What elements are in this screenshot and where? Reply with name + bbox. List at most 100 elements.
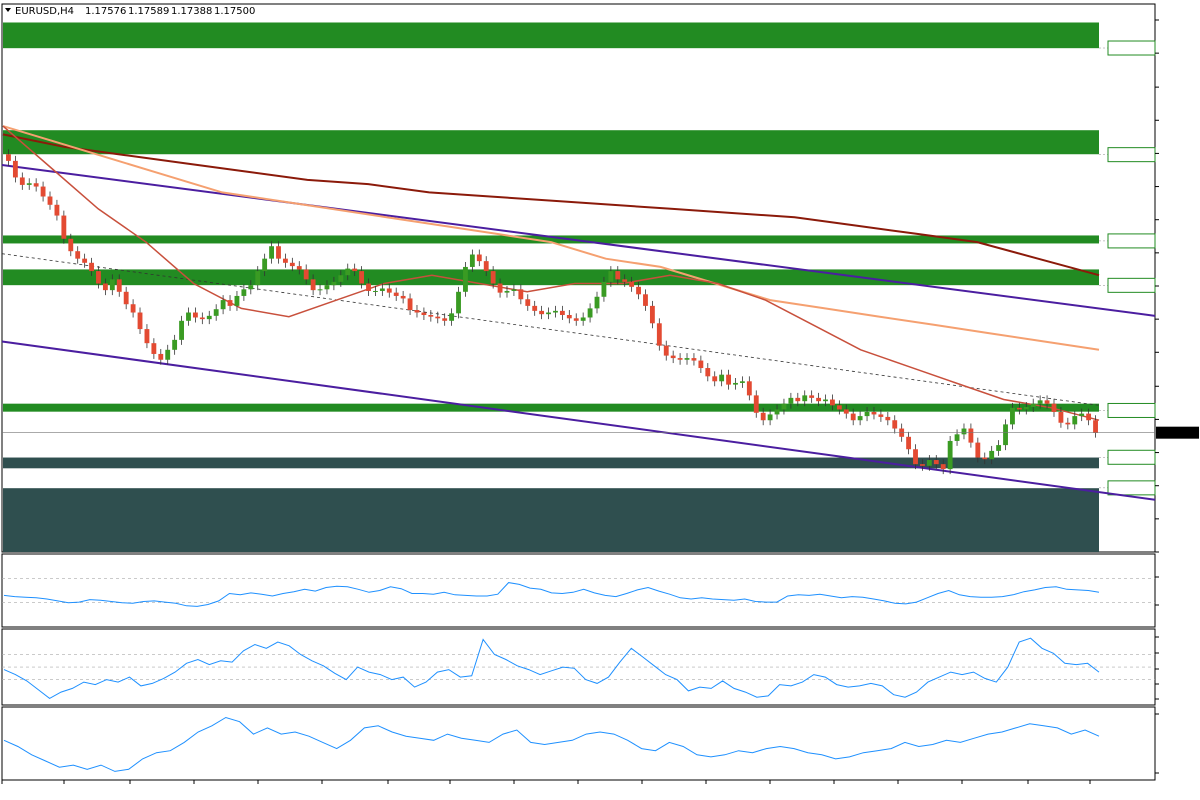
candle-body [12, 160, 18, 178]
candle-body [677, 358, 683, 360]
candle-body [276, 246, 281, 259]
candle-body [989, 450, 995, 460]
candle-body [407, 298, 413, 311]
candle-body [40, 186, 46, 197]
candle-body [366, 283, 371, 291]
candle-body [303, 269, 309, 280]
candle-body [781, 403, 787, 410]
candle-body [109, 279, 115, 291]
candle-body [373, 290, 378, 292]
candle-body [490, 271, 496, 284]
candle-body [961, 428, 967, 435]
candle-body [795, 397, 801, 402]
symbol-label: EURUSD,H4 [15, 6, 74, 17]
candle-body [712, 376, 718, 382]
candle-body [760, 412, 766, 421]
zone-label-box [1107, 277, 1156, 293]
candle-body [116, 279, 122, 292]
candle-body [33, 183, 39, 187]
candle-body [857, 416, 863, 421]
zone-label-box [1107, 147, 1156, 163]
candle-body [1010, 407, 1015, 425]
candle-body [594, 296, 600, 309]
candle-body [186, 312, 191, 321]
candle-body [19, 177, 25, 185]
candle-body [345, 268, 351, 276]
candle-body [767, 414, 773, 421]
candle-body [643, 294, 648, 306]
candle-body [227, 300, 233, 306]
candle-body [1037, 400, 1043, 404]
candle-body [26, 183, 32, 185]
candle-body [649, 305, 655, 324]
candle-body [6, 154, 11, 161]
candle-body [1086, 413, 1092, 421]
zone-rect [3, 235, 1099, 244]
candle-body [248, 285, 254, 290]
candle-body [684, 358, 690, 360]
dropdown-triangle-icon[interactable] [5, 8, 11, 12]
candle-body [192, 312, 198, 318]
candle-body [89, 262, 94, 272]
candle-body [1093, 420, 1098, 433]
candle-body [497, 283, 503, 293]
candle-body [47, 196, 53, 205]
price-pane [1, 3, 1199, 553]
candle-body [82, 258, 88, 263]
candle-body [379, 288, 385, 291]
candle-body [206, 315, 212, 320]
candle-body [386, 288, 392, 293]
candle-body [414, 310, 420, 313]
current-price-tag [1156, 426, 1199, 439]
candle-body [836, 405, 842, 410]
momentum-pane [1, 706, 1159, 781]
candle-body [1051, 403, 1057, 412]
zone-label-box [1107, 480, 1156, 496]
candle-body [608, 271, 614, 282]
candle-body [102, 283, 108, 291]
candle-body [802, 395, 808, 402]
candle-body [68, 238, 74, 252]
candle-body [566, 315, 572, 319]
zone-rect [3, 22, 1099, 49]
cci-line [3, 637, 1100, 699]
candle-body [553, 310, 558, 313]
zone-label-box [1107, 402, 1156, 418]
time-axis [1, 780, 1091, 784]
candle-body [435, 316, 441, 319]
candle-body [463, 266, 468, 292]
candle-body [1003, 424, 1008, 446]
candle-body [940, 464, 946, 470]
candle-body [234, 295, 240, 306]
candle-body [442, 318, 448, 321]
candle-body [698, 360, 704, 369]
candle-body [719, 374, 725, 382]
chart-header: EURUSD,H4 1.17576 1.17589 1.17388 1.1750… [5, 6, 255, 17]
candle-body [843, 409, 849, 414]
zone-rect [3, 488, 1099, 552]
candle-body [213, 309, 219, 316]
open-value: 1.17576 [85, 6, 126, 17]
candle-body [663, 345, 669, 356]
candle-body [1058, 411, 1064, 423]
candle-body [933, 460, 939, 465]
candle-body [601, 281, 607, 297]
candle-body [518, 289, 524, 300]
candle-body [656, 323, 662, 346]
mom-line [3, 716, 1100, 772]
channel-lower-line [1, 340, 1156, 501]
candle-body [774, 409, 780, 415]
candle-body [878, 414, 884, 417]
candle-body [130, 304, 136, 313]
candle-body [511, 289, 517, 291]
candle-body [968, 428, 974, 443]
candle-body [629, 281, 635, 287]
candle-body [885, 416, 891, 421]
zone-label-box [1107, 40, 1156, 56]
candle-body [1072, 416, 1078, 425]
zone-rect [3, 269, 1099, 286]
candle-body [864, 411, 870, 417]
channel-upper-line [1, 164, 1156, 317]
candle-body [1030, 403, 1036, 407]
